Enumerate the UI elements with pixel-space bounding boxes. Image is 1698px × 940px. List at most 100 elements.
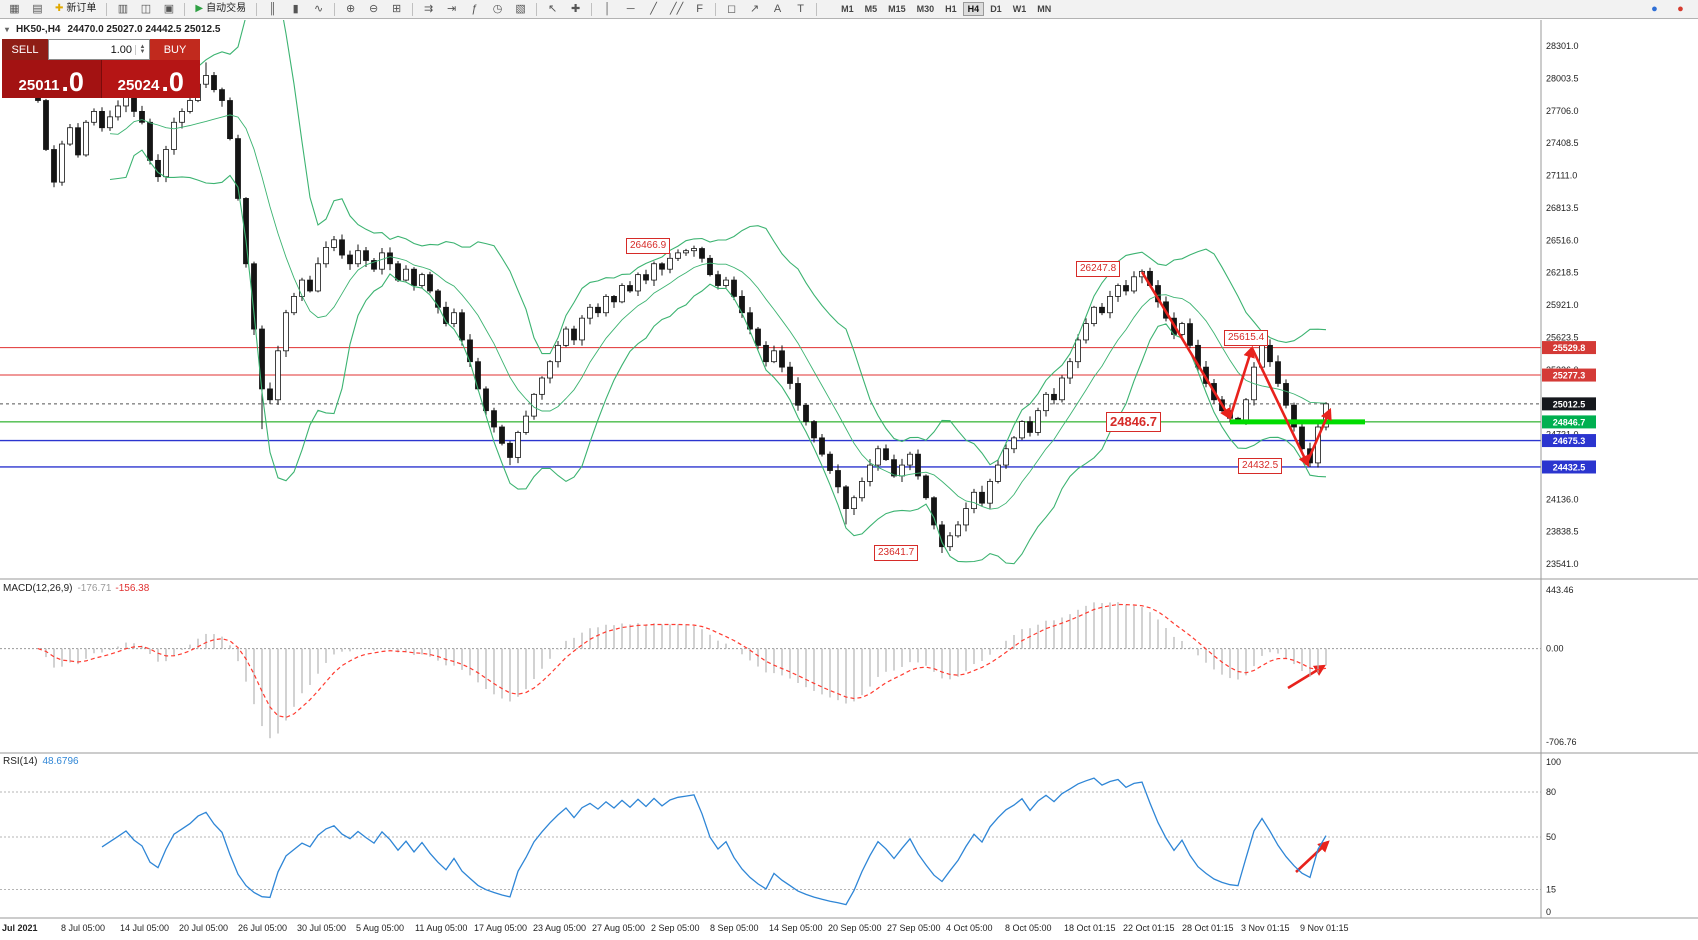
price-annotation[interactable]: 25615.4 [1224,330,1269,346]
svg-text:8 Sep 05:00: 8 Sep 05:00 [710,923,759,933]
auto-scroll-icon[interactable]: ⇉ [423,2,434,15]
candle [1267,339,1273,367]
svg-text:24675.3: 24675.3 [1553,436,1586,446]
time-axis[interactable]: Jul 2021 8 Jul 05:00 14 Jul 05:00 20 Jul 05… [2,923,1349,933]
price-annotation[interactable]: 26247.8 [1076,261,1121,277]
channel-icon[interactable]: ╱╱ [669,2,684,15]
main-toolbar: ▦ ▤ ✚ 新订单 ▥ ◫ ▣ ▶ 自动交易 ║ ▮ ∿ ⊕ ⊖ ⊞ ⇉ ⇥ ƒ ◷ ▧ ↖ ✚ │ ─ ╱ ╱╱ F ◻ ↗ A T M1 M… [0,0,1698,19]
candle [531,392,537,420]
buy-button[interactable]: BUY [150,39,200,60]
crosshair-icon[interactable]: ✚ [570,2,581,15]
vertical-line-icon[interactable]: │ [604,2,612,15]
candle [827,451,833,474]
line-chart-icon[interactable]: ∿ [313,2,324,15]
bar-chart-icon[interactable]: ║ [268,2,277,15]
periods-icon[interactable]: ◷ [492,2,503,15]
candle [115,100,121,121]
trend-arrows[interactable] [1140,271,1332,873]
svg-text:28003.5: 28003.5 [1546,73,1579,83]
sell-price-display[interactable]: 25011 .0 [2,60,102,98]
buy-price-display[interactable]: 25024 .0 [101,60,200,98]
navigator-icon[interactable]: ◫ [140,2,152,15]
terminal-icon[interactable]: ▣ [163,2,175,15]
candlestick-chart-icon[interactable]: ▮ [292,2,299,15]
text-icon[interactable]: A [773,2,782,15]
svg-text:3 Nov 01:15: 3 Nov 01:15 [1241,923,1290,933]
new-chart-icon[interactable]: ▦ [9,2,20,15]
symbol-period-label: HK50-,H4 [16,24,61,35]
cursor-icon[interactable]: ↖ [547,2,558,15]
candle [1075,334,1081,369]
timeframe-m5[interactable]: M5 [864,4,878,14]
timeframe-w1[interactable]: W1 [1012,4,1027,14]
price-annotation[interactable]: 24846.7 [1106,412,1161,432]
timeframe-m1[interactable]: M1 [841,4,854,14]
candle [771,345,777,364]
timeframe-m30[interactable]: M30 [916,4,935,14]
indicators-icon[interactable]: ƒ [471,2,478,15]
timeframe-d1[interactable]: D1 [990,4,1002,14]
candle [699,246,705,263]
rsi-name: RSI(14) [3,756,38,767]
fibonacci-icon[interactable]: F [696,2,703,15]
timeframe-h1[interactable]: H1 [945,4,957,14]
candle [67,124,73,146]
timeframe-mn[interactable]: MN [1037,4,1052,14]
tile-windows-icon[interactable]: ⊞ [391,2,402,15]
toolbar-separator [816,2,818,16]
new-order-label: 新订单 [66,3,97,14]
candle [539,376,545,400]
horizontal-line-icon[interactable]: ─ [626,2,635,15]
candle [83,120,89,157]
svg-text:23541.0: 23541.0 [1546,559,1579,569]
candle [835,464,841,494]
zoom-out-icon[interactable]: ⊖ [368,2,379,15]
candle [1179,321,1185,339]
market-watch-icon[interactable]: ▥ [117,2,129,15]
svg-text:23838.5: 23838.5 [1546,527,1579,537]
candle [315,257,321,293]
price-annotation[interactable]: 26466.9 [626,238,671,254]
community-icon[interactable]: ● [1651,2,1658,15]
price-annotation[interactable]: 23641.7 [874,545,919,561]
timeframe-m15[interactable]: M15 [888,4,906,14]
arrows-icon[interactable]: ↗ [749,2,760,15]
trendline-icon[interactable]: ╱ [650,2,657,15]
volume-stepper[interactable]: ▲ ▼ [135,43,149,55]
chart-shift-icon[interactable]: ⇥ [446,2,457,15]
zoom-in-icon[interactable]: ⊕ [345,2,356,15]
pane-separators[interactable] [0,578,1698,919]
candle [51,145,57,188]
notifications-icon[interactable]: ● [1677,2,1684,15]
new-order-button[interactable]: ✚ 新订单 [50,1,101,17]
candle [1131,271,1137,294]
candle [587,304,593,325]
candle [507,441,513,466]
candle [307,275,313,293]
text-label-icon[interactable]: T [797,2,804,15]
timeframe-h4[interactable]: H4 [962,2,985,16]
svg-text:26 Jul 05:00: 26 Jul 05:00 [238,923,287,933]
rsi-indicator-label: RSI(14) 48.6796 [3,756,79,767]
sell-price-pips: .0 [61,67,84,98]
candle [787,361,793,390]
shapes-icon[interactable]: ◻ [727,2,737,15]
price-annotation[interactable]: 24432.5 [1238,458,1283,474]
one-click-trade-panel: SELL 1.00 ▲ ▼ BUY 25011 .0 25024 .0 [2,39,200,98]
candle [267,382,273,405]
candle [451,308,457,328]
candle [627,281,633,293]
stepper-down-icon[interactable]: ▼ [139,48,146,55]
templates-icon[interactable]: ▧ [515,2,526,15]
volume-input[interactable]: 1.00 ▲ ▼ [48,39,150,60]
svg-text:0.00: 0.00 [1546,644,1564,654]
chart-canvas[interactable]: 443.46 0.00 -706.76 100 80 50 15 0 28301.0 28003.… [0,20,1698,940]
profiles-icon[interactable]: ▤ [32,2,43,15]
stepper-up-icon[interactable]: ▲ [139,43,146,50]
candle [595,303,601,318]
candle [419,272,425,289]
auto-trading-button[interactable]: ▶ 自动交易 [190,1,251,17]
auto-trading-icon: ▶ [195,3,204,14]
sell-button[interactable]: SELL [2,39,48,60]
candle [147,118,153,165]
